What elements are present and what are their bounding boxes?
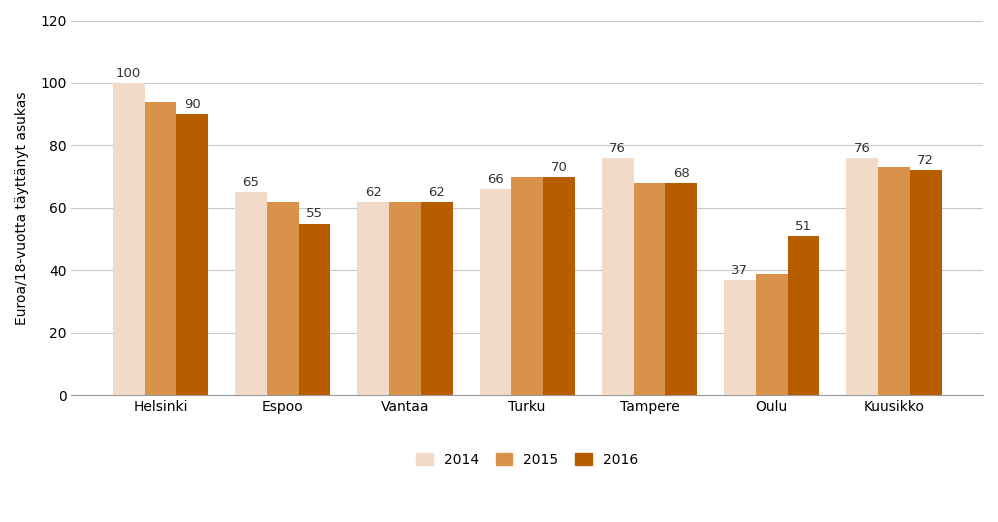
Text: 66: 66 bbox=[487, 173, 504, 186]
Bar bbox=[602, 158, 634, 395]
Bar bbox=[113, 83, 145, 395]
Text: 65: 65 bbox=[243, 176, 259, 189]
Bar bbox=[389, 201, 421, 395]
Text: 76: 76 bbox=[853, 142, 870, 155]
Text: 70: 70 bbox=[551, 161, 568, 174]
Bar bbox=[724, 280, 755, 395]
Bar bbox=[878, 168, 910, 395]
Bar bbox=[357, 201, 389, 395]
Bar bbox=[511, 177, 543, 395]
Bar bbox=[666, 183, 697, 395]
Bar bbox=[755, 274, 787, 395]
Bar bbox=[787, 236, 819, 395]
Bar bbox=[634, 183, 666, 395]
Text: 62: 62 bbox=[428, 186, 445, 198]
Text: 100: 100 bbox=[116, 67, 142, 80]
Bar bbox=[145, 102, 177, 395]
Legend: 2014, 2015, 2016: 2014, 2015, 2016 bbox=[410, 447, 644, 472]
Bar bbox=[266, 201, 298, 395]
Text: 55: 55 bbox=[306, 207, 323, 220]
Bar bbox=[421, 201, 453, 395]
Bar bbox=[235, 192, 266, 395]
Text: 90: 90 bbox=[184, 98, 201, 111]
Bar bbox=[846, 158, 878, 395]
Text: 37: 37 bbox=[732, 264, 748, 277]
Bar bbox=[543, 177, 575, 395]
Text: 72: 72 bbox=[917, 155, 934, 168]
Y-axis label: Euroa/18-vuotta täyttänyt asukas: Euroa/18-vuotta täyttänyt asukas bbox=[15, 91, 29, 325]
Bar bbox=[298, 223, 330, 395]
Bar bbox=[479, 189, 511, 395]
Text: 76: 76 bbox=[609, 142, 626, 155]
Bar bbox=[910, 171, 941, 395]
Bar bbox=[177, 114, 209, 395]
Text: 51: 51 bbox=[795, 220, 812, 233]
Text: 62: 62 bbox=[364, 186, 381, 198]
Text: 68: 68 bbox=[673, 167, 690, 180]
